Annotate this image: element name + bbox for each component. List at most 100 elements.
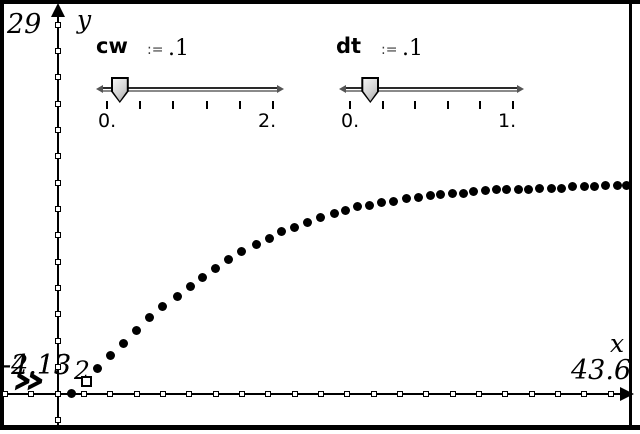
slider-scale-tick [238,101,241,109]
slider-dt-max-label: 1. [498,110,517,132]
slider-cw-track[interactable] [96,85,284,93]
data-point [132,325,142,335]
slider-scale-tick [139,101,142,109]
y-axis-tick [55,48,61,55]
data-point [502,184,512,194]
x-axis-tick [28,391,35,397]
slider-cw-thumb-face [112,79,127,101]
x-axis-tick [159,391,166,397]
data-point [388,196,398,206]
slider-dt-value: .1 [402,36,423,61]
x-axis-tick [317,391,324,397]
slider-cw-thumb[interactable] [110,77,129,103]
data-point [197,273,207,283]
window-border-bottom [0,425,640,430]
x-axis-tick [54,391,61,397]
data-point [376,198,386,208]
data-point [425,191,435,201]
data-point [105,350,115,360]
y-axis-tick [55,364,61,371]
slider-scale-tick [512,101,514,109]
x-axis-tick [344,391,351,397]
y-min-label: -2.13 [2,350,72,381]
y-axis-tick [55,179,61,186]
y-axis-tick [55,74,61,81]
y-axis-tick [55,127,61,134]
slider-scale-tick [349,101,351,109]
data-point [481,186,491,196]
data-point [612,180,622,190]
x-axis-tick [475,391,482,397]
x-axis-tick [212,391,219,397]
x-axis-tick [554,391,561,397]
x-axis-tick [265,391,272,397]
data-point [567,182,577,192]
data-point [158,302,168,312]
expand-entry-line-button[interactable]: » [7,357,51,403]
data-point [448,188,458,198]
slider-scale-tick [479,101,482,109]
data-point [458,188,468,198]
data-point [491,184,501,194]
y-max-label: 29 [7,9,42,40]
data-point [265,233,275,243]
data-point [118,338,128,348]
data-point [172,291,182,301]
x-axis-tick [423,391,430,397]
x-axis-tick [238,391,245,397]
data-point [365,200,375,210]
slider-dt: dt := .1 0. 1. [336,36,531,136]
slider-cw-name-label: cw [96,34,128,58]
x-axis-line [4,393,626,395]
data-point [303,217,313,227]
x-axis-tick [581,391,588,397]
slider-cw-max-label: 2. [258,110,277,132]
y-axis-tick [55,285,61,292]
x-axis-tick [370,391,377,397]
data-point [276,227,286,236]
x-axis-tick [186,391,193,397]
window-border-left [0,0,4,430]
slider-cw: cw := .1 0. 2. [96,36,291,136]
x-axis-tick [396,391,403,397]
data-point [316,212,326,222]
x-axis-arrow-icon [620,387,634,401]
window-border-right [629,0,632,430]
slider-dt-thumb[interactable] [361,77,380,103]
slider-scale-tick [106,101,108,109]
window-border-top [0,0,640,4]
y-axis-arrow-icon [51,3,65,17]
slider-dt-thumb-face [363,79,378,101]
data-point [600,180,610,190]
data-point [186,282,196,292]
y-axis-tick [55,337,61,344]
x-axis-tick [502,391,509,397]
y-axis-tick [55,100,61,107]
data-point [145,312,155,322]
data-point [579,182,589,192]
data-point [546,183,556,193]
x-axis-tick [607,391,614,397]
y-axis-tick [55,232,61,239]
x-min-label: -4.13 [2,350,72,381]
data-point [353,201,363,211]
data-point [211,263,221,273]
slider-scale-tick [172,101,175,109]
x-axis-tick [449,391,456,397]
data-point [436,190,446,200]
slider-dt-track[interactable] [339,85,524,93]
slider-scale-tick [446,101,449,109]
x-axis-tick [80,391,87,397]
slider-scale-tick [205,101,208,109]
data-point [557,183,567,193]
slider-cw-assign-symbol: := [147,42,164,58]
x-axis-tick [291,391,298,397]
slider-dt-min-label: 0. [341,110,360,132]
data-point [67,389,77,398]
data-point [224,254,234,264]
open-data-point[interactable] [80,376,92,388]
x-axis-name-label: x [610,329,625,358]
y-axis-tick [55,153,61,160]
data-point [621,180,631,190]
data-point [413,192,423,202]
